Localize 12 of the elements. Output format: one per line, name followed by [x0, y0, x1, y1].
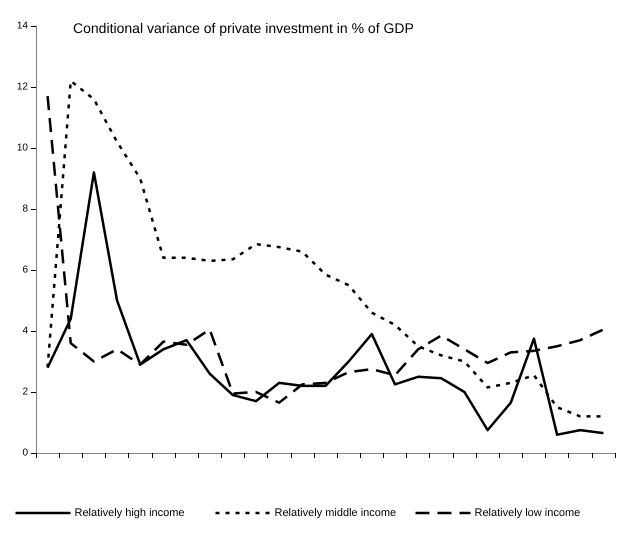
y-tick-label: 4 [22, 326, 28, 336]
y-tick-label: 6 [22, 264, 28, 276]
legend-label: Relatively low income [474, 507, 580, 519]
y-tick-label: 2 [22, 386, 28, 398]
legend-label: Relatively middle income [274, 507, 396, 519]
y-tick-label: 0 [22, 448, 28, 458]
chart-title: Conditional variance of private investment in % of GDP [73, 20, 414, 36]
legend-label: Relatively high income [74, 507, 185, 519]
y-tick-label: 8 [22, 204, 28, 214]
y-tick-label: 12 [16, 82, 28, 92]
y-tick-label: 14 [16, 20, 28, 32]
y-tick-label: 10 [16, 142, 28, 154]
